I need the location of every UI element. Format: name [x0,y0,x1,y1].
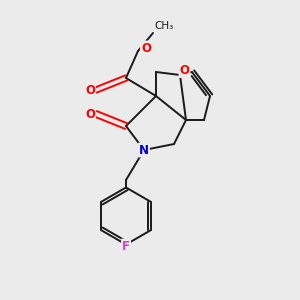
Text: O: O [141,41,151,55]
Text: O: O [85,83,95,97]
Text: O: O [85,107,95,121]
Text: O: O [179,64,190,77]
Text: F: F [122,239,130,253]
Text: CH₃: CH₃ [154,21,174,31]
Text: N: N [139,143,149,157]
